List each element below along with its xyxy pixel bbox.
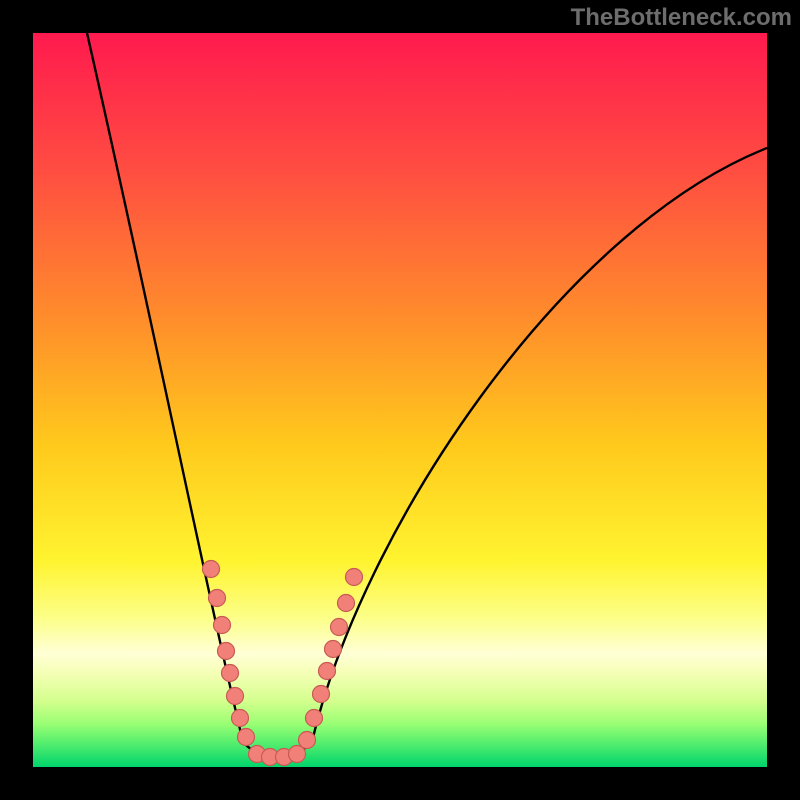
chart-frame: TheBottleneck.com: [0, 0, 800, 800]
watermark-text: TheBottleneck.com: [571, 4, 792, 32]
curve-marker: [218, 643, 235, 660]
curve-marker: [306, 710, 323, 727]
curve-marker: [222, 665, 239, 682]
curve-marker: [214, 617, 231, 634]
curve-marker: [203, 561, 220, 578]
curve-marker: [299, 732, 316, 749]
bottleneck-chart: [0, 0, 800, 800]
curve-marker: [338, 595, 355, 612]
curve-marker: [238, 729, 255, 746]
curve-marker: [313, 686, 330, 703]
curve-marker: [227, 688, 244, 705]
curve-marker: [319, 663, 336, 680]
curve-marker: [209, 590, 226, 607]
curve-marker: [331, 619, 348, 636]
curve-marker: [325, 641, 342, 658]
curve-marker: [232, 710, 249, 727]
curve-marker: [346, 569, 363, 586]
gradient-background: [33, 33, 767, 767]
